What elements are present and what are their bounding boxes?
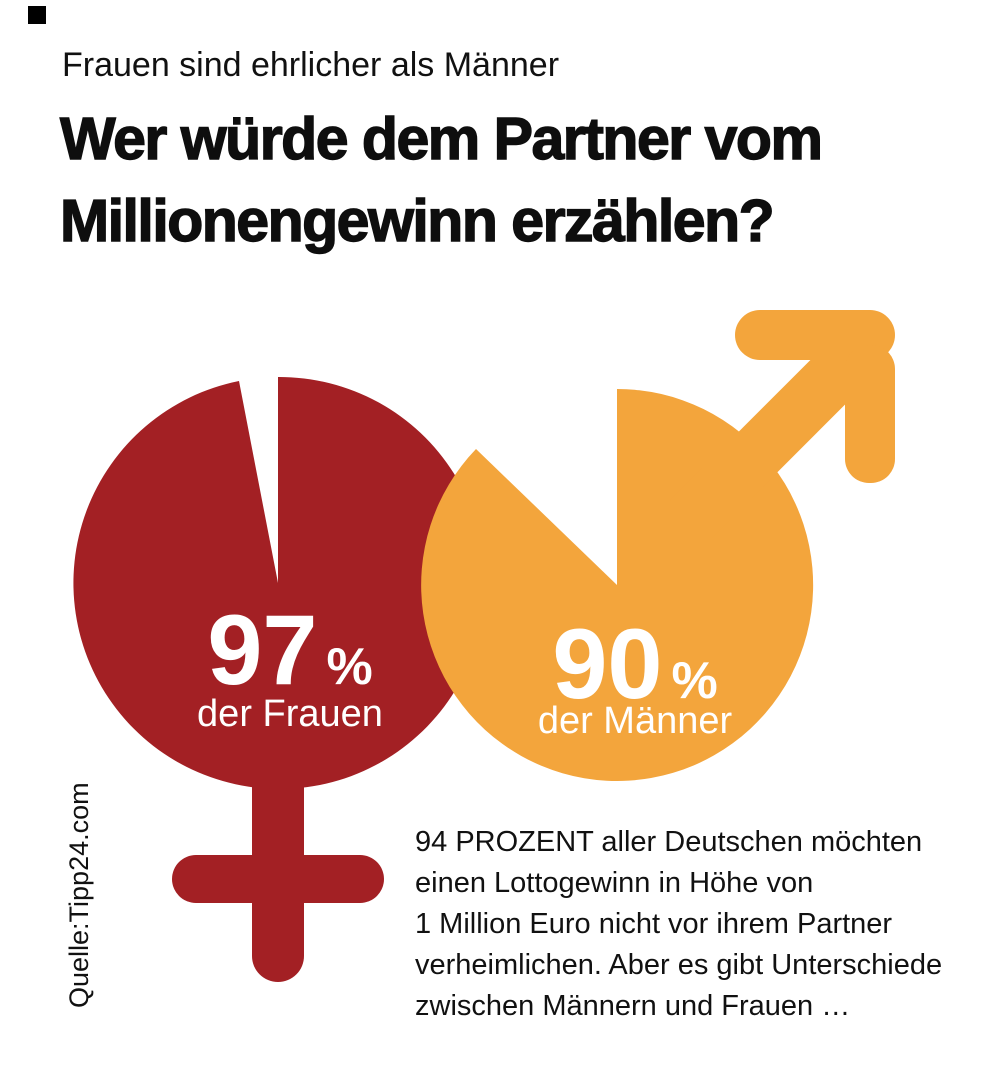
men-percent-sign: % [671, 652, 718, 710]
female-pie-97 [73, 376, 486, 789]
women-percent-sign: % [326, 638, 373, 696]
male-arrowhead-side-bar [845, 345, 895, 483]
page-title-line1: Wer würde dem Partner vom [59, 105, 823, 172]
female-symbol-icon [73, 376, 486, 982]
men-value: 90 [552, 608, 663, 719]
annotation-line: zwischen Männern und Frauen … [415, 990, 851, 1022]
subtitle: Frauen sind ehrlicher als Männer [62, 46, 560, 84]
women-value: 97 [207, 594, 318, 705]
annotation-line: einen Lottogewinn in Höhe von [415, 867, 814, 899]
corner-mark [28, 6, 46, 24]
annotation-line: verheimlichen. Aber es gibt Unterschiede [415, 949, 943, 981]
page-title-line2: Millionengewinn erzählen? [59, 187, 775, 254]
page-title: Wer würde dem Partner vom Millionengewin… [59, 98, 823, 262]
women-percentage: 97% [160, 600, 420, 699]
male-symbol-icon [421, 310, 895, 781]
male-arrowhead-top-bar [735, 310, 895, 360]
male-arrow-shaft [670, 324, 886, 540]
annotation-text: 94 PROZENT aller Deutschen möchten einen… [415, 822, 975, 1027]
men-percentage: 90% [500, 614, 770, 713]
women-label: der Frauen [197, 693, 383, 735]
female-crossbar [172, 855, 384, 903]
annotation-line: 1 Million Euro nicht vor ihrem Partner [415, 908, 893, 940]
men-label: der Männer [537, 700, 733, 742]
annotation-line: 94 PROZENT aller Deutschen möchten [415, 826, 923, 858]
source-text: Quelle:Tipp24.com [64, 782, 94, 1008]
